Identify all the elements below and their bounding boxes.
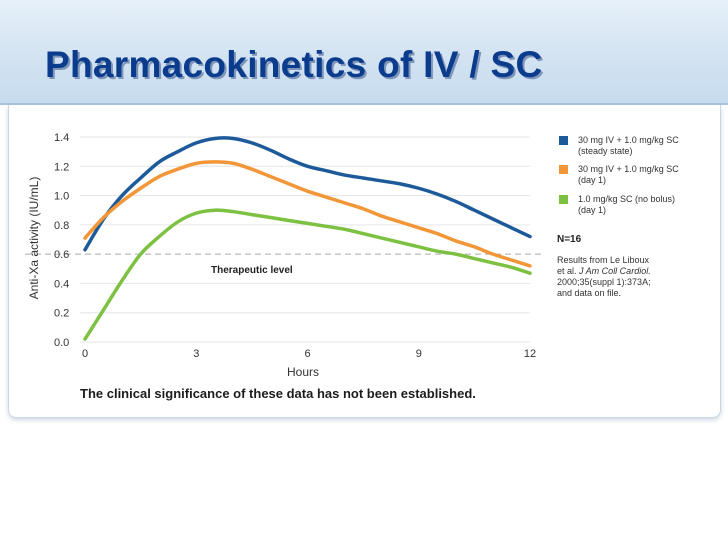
legend-label: 30 mg IV + 1.0 mg/kg SC [578, 135, 679, 145]
content-panel [8, 105, 721, 418]
slide-title: Pharmacokinetics of IV / SC [45, 44, 543, 85]
footnote: The clinical significance of these data … [80, 386, 476, 401]
source-line: and data on file. [557, 288, 621, 298]
x-axis-title: Hours [287, 365, 319, 379]
series-line-3 [83, 208, 532, 341]
series-line-2 [83, 160, 532, 268]
legend-label: (day 1) [578, 205, 606, 215]
pk-chart: Therapeutic level 0.0 0.2 0.4 0.6 0.8 1.0 1.2 1… [25, 132, 679, 379]
source-text: et al. [557, 266, 579, 276]
legend-swatch [559, 195, 568, 204]
x-tick-label: 0 [82, 348, 88, 360]
y-tick-label: 0.6 [54, 249, 69, 261]
y-tick-label: 0.0 [54, 337, 69, 349]
x-tick-label: 9 [416, 348, 422, 360]
y-gridlines [80, 136, 530, 343]
sample-size-label: N=16 [557, 234, 582, 245]
x-tick-label: 6 [304, 348, 310, 360]
source-citation: Results from Le Liboux et al. J Am Coll … [557, 255, 651, 298]
y-tick-label: 0.4 [54, 278, 69, 290]
source-line: 2000;35(suppl 1):373A; [557, 277, 651, 287]
legend-label: 30 mg IV + 1.0 mg/kg SC [578, 164, 679, 174]
legend-label: (day 1) [578, 175, 606, 185]
legend-label: 1.0 mg/kg SC (no bolus) [578, 194, 675, 204]
y-tick-label: 1.0 [54, 191, 69, 203]
y-tick-label: 0.8 [54, 220, 69, 232]
y-axis-title: Anti-Xa activity (IU/mL) [27, 177, 41, 300]
series-lines [83, 136, 532, 341]
x-tick-label: 3 [193, 348, 199, 360]
y-tick-labels: 0.0 0.2 0.4 0.6 0.8 1.0 1.2 1.4 [54, 132, 69, 349]
legend-label: (steady state) [578, 146, 633, 156]
series-line-1 [83, 136, 532, 252]
source-line: Results from Le Liboux [557, 255, 650, 265]
legend-swatch [559, 165, 568, 174]
y-tick-label: 0.2 [54, 308, 69, 320]
x-tick-labels: 0 3 6 9 12 [82, 348, 536, 360]
source-line: et al. J Am Coll Cardiol. [557, 266, 651, 276]
x-tick-label: 12 [524, 348, 536, 360]
y-tick-label: 1.4 [54, 132, 69, 144]
therapeutic-level-label: Therapeutic level [211, 265, 293, 276]
legend-swatch [559, 136, 568, 145]
legend: 30 mg IV + 1.0 mg/kg SC(steady state)30 … [559, 135, 679, 215]
header-divider [0, 103, 728, 105]
y-tick-label: 1.2 [54, 161, 69, 173]
slide-header: Pharmacokinetics of IV / SC [0, 0, 728, 104]
journal-name: J Am Coll Cardiol. [578, 266, 651, 276]
